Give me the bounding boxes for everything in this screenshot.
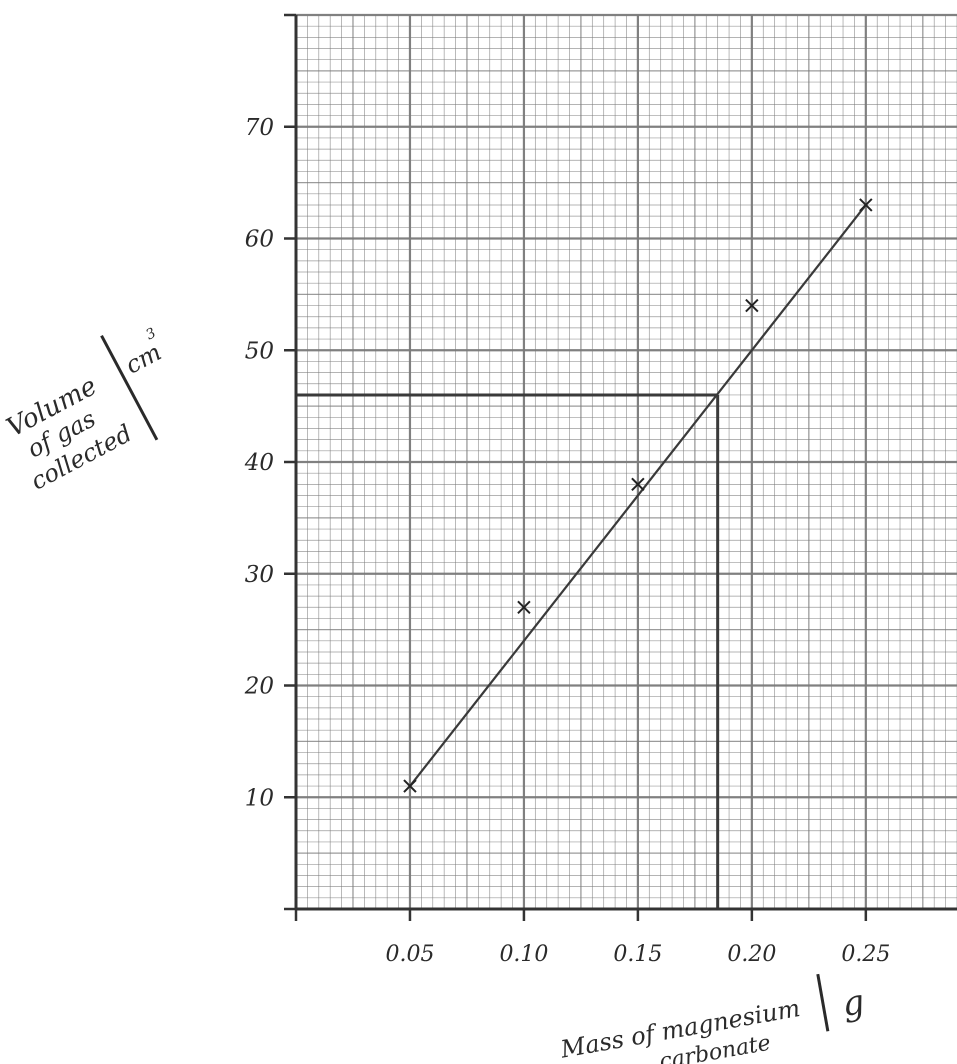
x-tick-label: 0.05	[385, 942, 434, 967]
data-points	[403, 198, 873, 793]
x-axis-label-divider	[816, 973, 830, 1032]
tick-labels: 10 20 30 40 50 60 70 0.05 0.10 0.15 0.20 0.25	[244, 115, 891, 967]
y-tick-label: 70	[245, 115, 274, 141]
y-tick-label: 20	[244, 674, 274, 700]
best-fit-line	[409, 204, 867, 787]
y-tick-label: 10	[245, 785, 274, 811]
data-point	[631, 477, 645, 492]
data-point	[745, 298, 759, 313]
x-tick-label: 0.20	[727, 942, 776, 967]
y-axis-label-divider	[100, 334, 159, 441]
y-tick-label: 50	[245, 338, 274, 364]
x-tick-label: 0.15	[613, 942, 662, 967]
y-tick-label: 60	[245, 227, 274, 253]
reading-line	[296, 393, 720, 909]
y-tick-label: 30	[245, 562, 274, 588]
best-fit-segment	[409, 204, 867, 787]
data-point	[403, 779, 417, 793]
data-point	[859, 198, 873, 212]
data-point	[517, 600, 531, 614]
x-tick-label: 0.25	[841, 942, 890, 967]
y-tick-label: 40	[244, 450, 274, 476]
axes	[284, 13, 957, 921]
x-tick-label: 0.10	[499, 942, 548, 967]
